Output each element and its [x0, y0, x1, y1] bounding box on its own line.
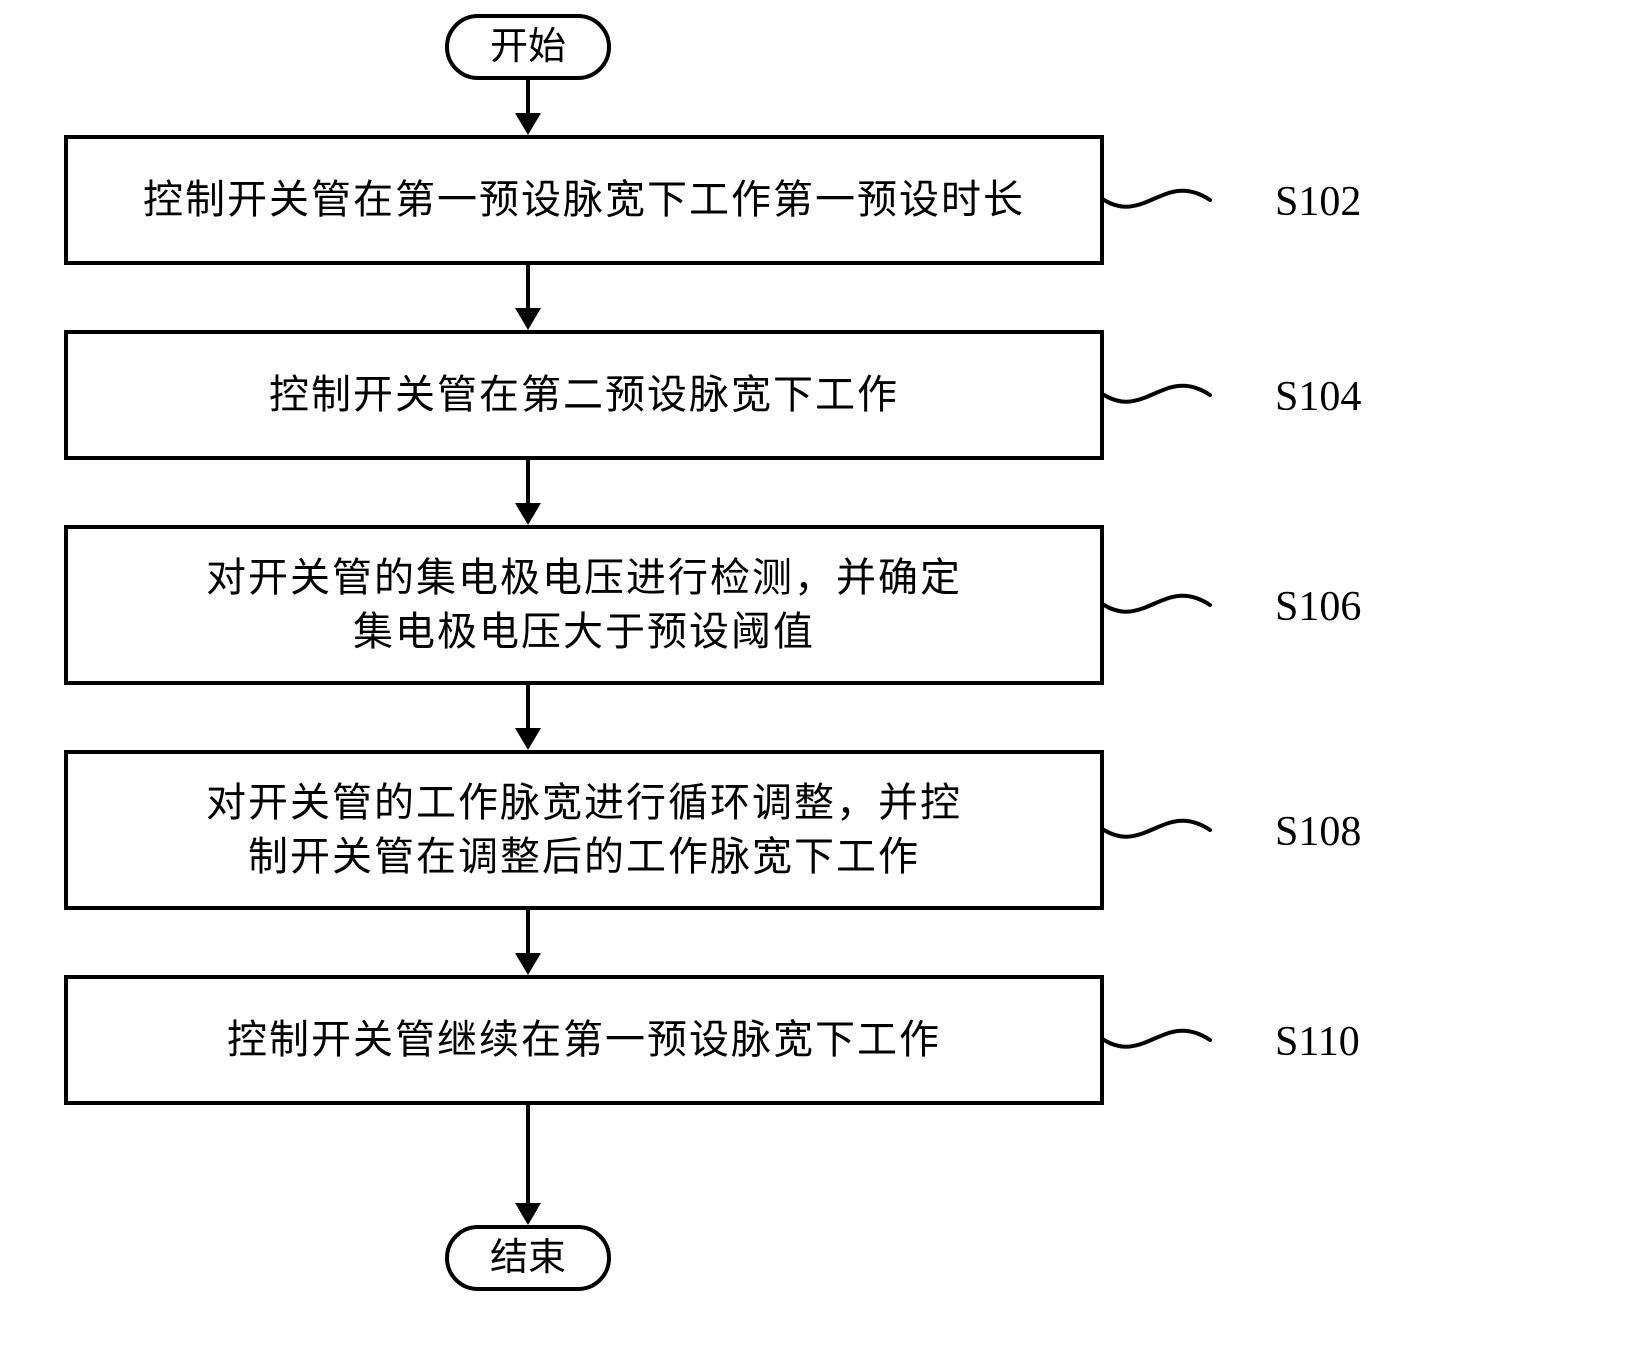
process-s106-line1: 对开关管的集电极电压进行检测，并确定 — [206, 551, 962, 605]
step-label-s110: S110 — [1275, 1018, 1360, 1066]
process-s102-line1: 控制开关管在第一预设脉宽下工作第一预设时长 — [143, 173, 1025, 227]
process-s102: 控制开关管在第一预设脉宽下工作第一预设时长 — [64, 135, 1104, 265]
process-s110: 控制开关管继续在第一预设脉宽下工作 — [64, 975, 1104, 1105]
process-s106-line2: 集电极电压大于预设阈值 — [353, 605, 815, 659]
process-s108: 对开关管的工作脉宽进行循环调整，并控 制开关管在调整后的工作脉宽下工作 — [64, 750, 1104, 910]
end-terminator: 结束 — [445, 1225, 611, 1291]
start-terminator: 开始 — [445, 14, 611, 80]
process-s108-line1: 对开关管的工作脉宽进行循环调整，并控 — [206, 776, 962, 830]
end-label: 结束 — [490, 1239, 566, 1277]
step-label-s104: S104 — [1275, 373, 1361, 421]
step-label-s106: S106 — [1275, 583, 1361, 631]
process-s106: 对开关管的集电极电压进行检测，并确定 集电极电压大于预设阈值 — [64, 525, 1104, 685]
flowchart-canvas: 开始 控制开关管在第一预设脉宽下工作第一预设时长 控制开关管在第二预设脉宽下工作… — [0, 0, 1651, 1349]
start-label: 开始 — [490, 28, 566, 66]
process-s104: 控制开关管在第二预设脉宽下工作 — [64, 330, 1104, 460]
step-label-s102: S102 — [1275, 178, 1361, 226]
process-s108-line2: 制开关管在调整后的工作脉宽下工作 — [248, 830, 920, 884]
step-label-s108: S108 — [1275, 808, 1361, 856]
process-s104-line1: 控制开关管在第二预设脉宽下工作 — [269, 368, 899, 422]
process-s110-line1: 控制开关管继续在第一预设脉宽下工作 — [227, 1013, 941, 1067]
